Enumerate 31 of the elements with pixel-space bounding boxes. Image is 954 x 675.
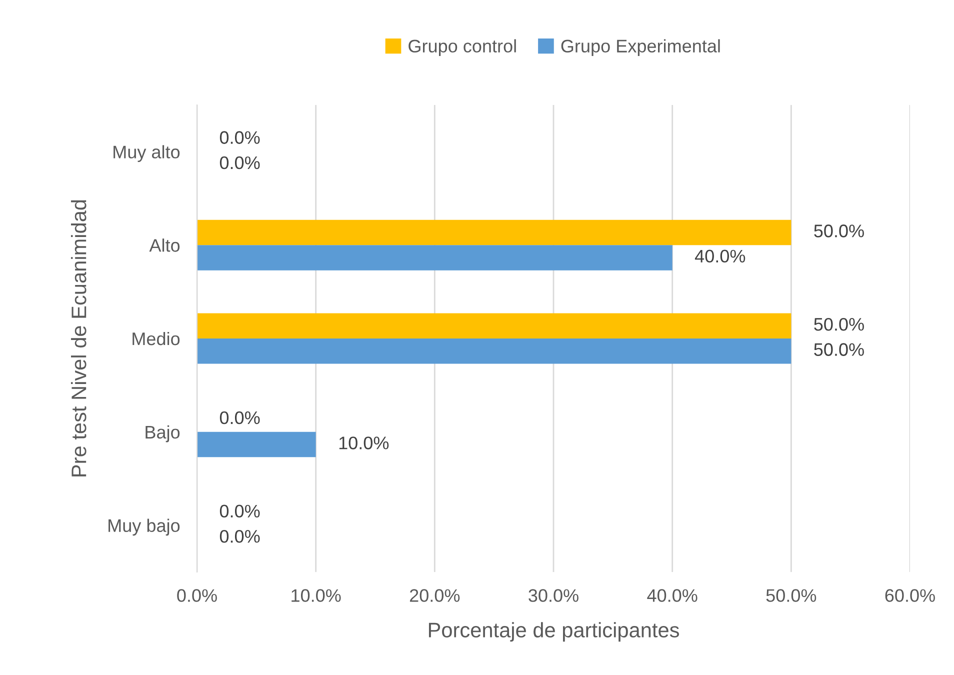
- data-label: 40.0%: [694, 250, 746, 263]
- x-axis-title: Porcentaje de participantes: [428, 622, 679, 642]
- data-label: 50.0%: [814, 224, 864, 238]
- data-label: 0.0%: [220, 504, 260, 518]
- bar: [197, 432, 316, 458]
- x-tick-label: 60.0%: [885, 589, 935, 602]
- y-tick-label: Muy alto: [114, 145, 180, 162]
- legend-label: Grupo Experimental: [561, 39, 720, 56]
- bar: [197, 220, 792, 246]
- data-label: 10.0%: [339, 436, 389, 450]
- data-label: 0.0%: [220, 156, 260, 170]
- x-tick-label: 0.0%: [177, 589, 217, 602]
- x-tick-label: 30.0%: [528, 589, 578, 602]
- data-label: 0.0%: [220, 530, 260, 543]
- data-label: 0.0%: [220, 411, 260, 424]
- y-tick-label: Muy bajo: [108, 518, 180, 536]
- data-label: 50.0%: [814, 318, 864, 331]
- x-tick-label: 40.0%: [647, 589, 698, 602]
- y-tick-label: Medio: [132, 332, 180, 346]
- x-tick-label: 50.0%: [766, 589, 816, 602]
- bar: [197, 338, 792, 364]
- legend-label: Grupo control: [408, 39, 516, 56]
- y-tick-label: Alto: [149, 238, 180, 252]
- bar: [197, 245, 672, 270]
- data-label: 50.0%: [814, 343, 864, 356]
- bar: [197, 313, 792, 338]
- x-tick-label: 20.0%: [410, 589, 460, 602]
- x-tick-label: 10.0%: [292, 589, 341, 602]
- y-axis-title: Pre test Nivel de Ecuanimidad: [70, 200, 86, 476]
- y-tick-label: Bajo: [146, 425, 180, 442]
- data-label: 0.0%: [220, 131, 260, 144]
